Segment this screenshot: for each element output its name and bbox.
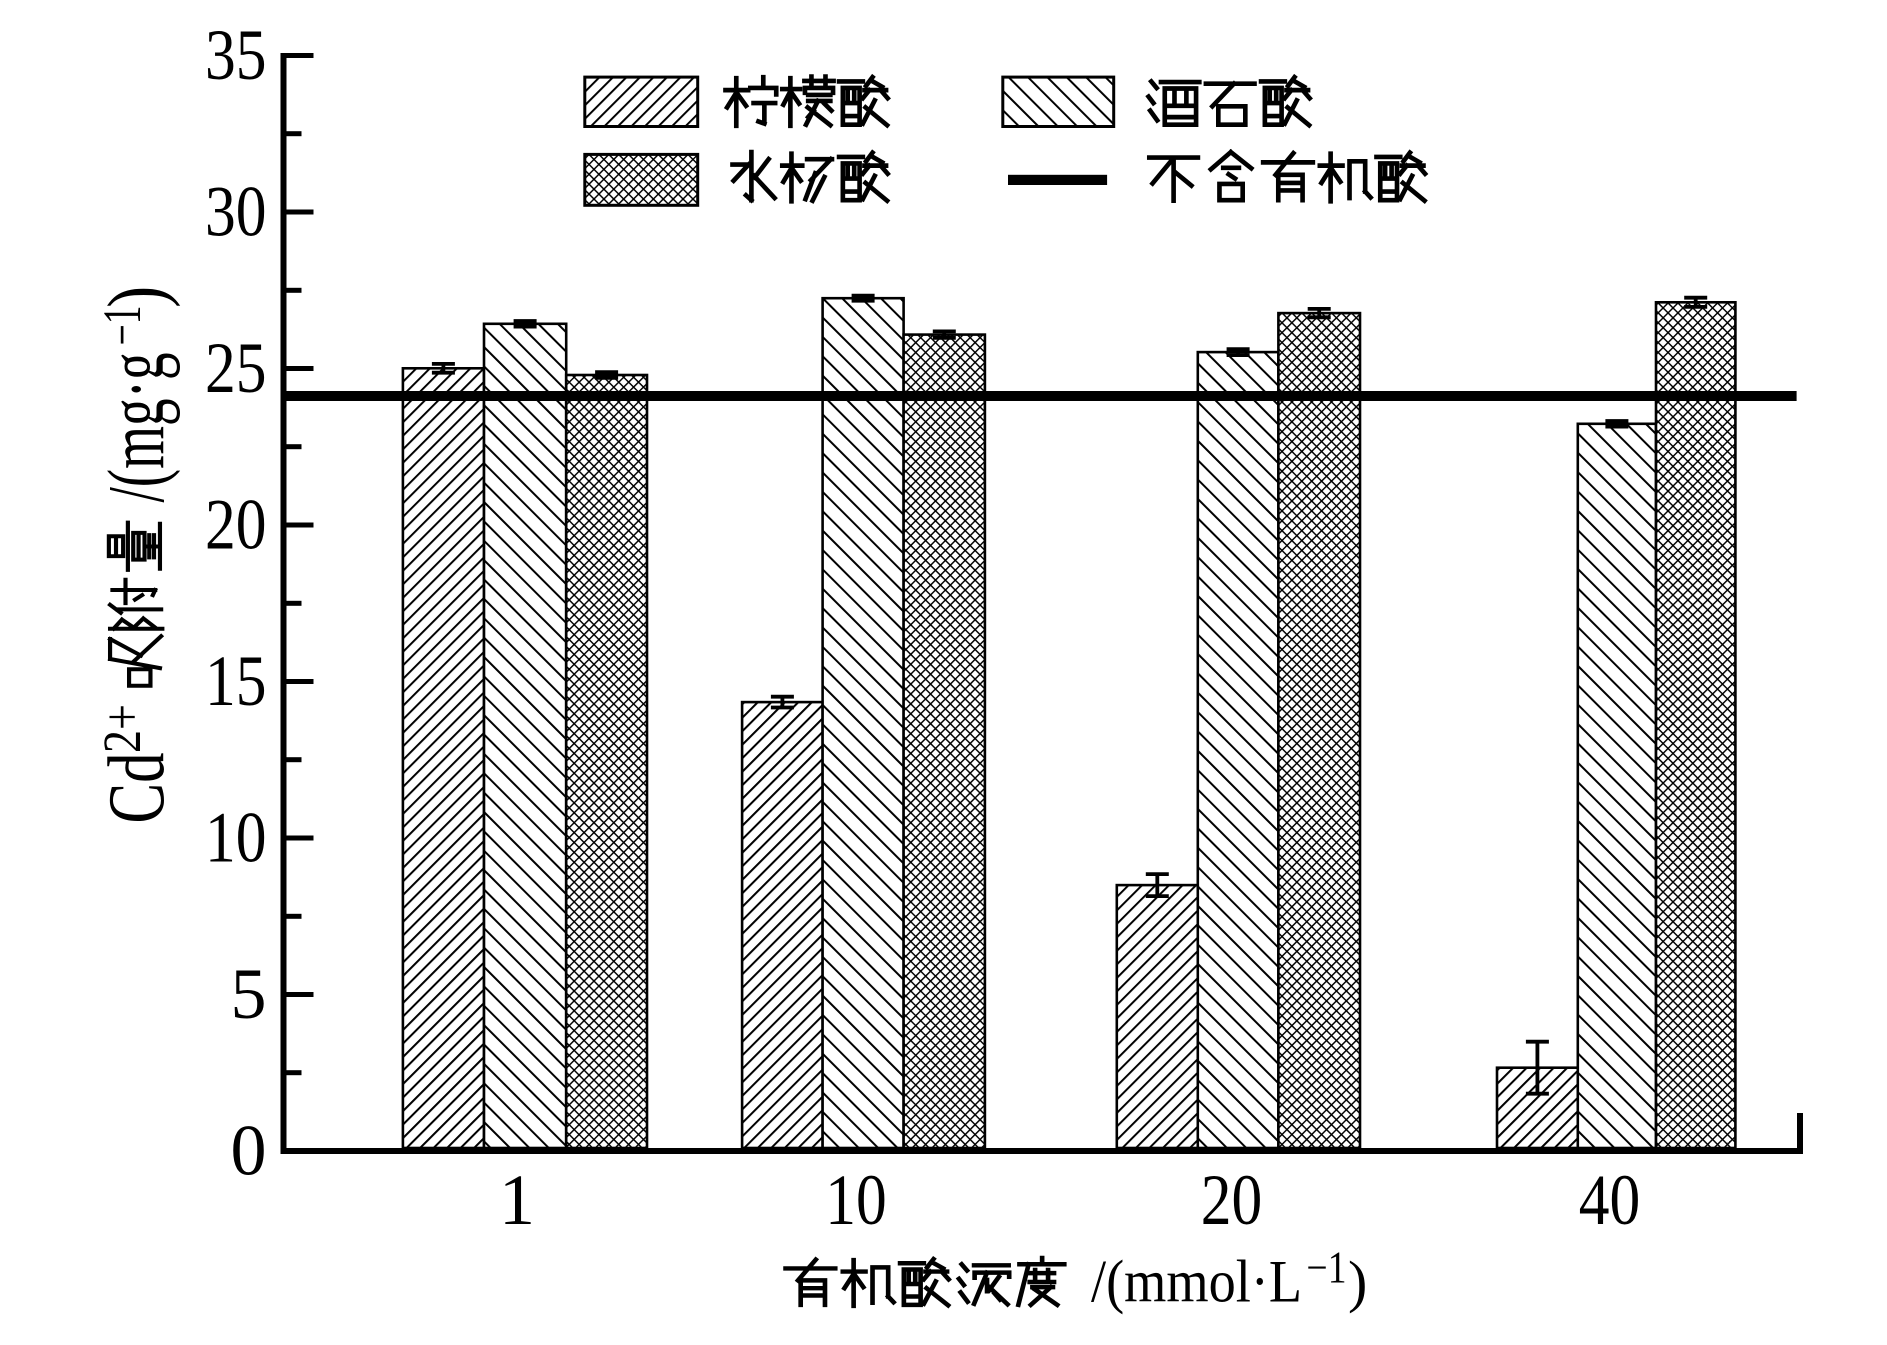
svg-text:15: 15	[205, 641, 267, 721]
svg-text:/(mg·g: /(mg·g	[93, 353, 181, 503]
svg-text:2+: 2+	[92, 704, 152, 753]
svg-text:−1: −1	[92, 306, 152, 346]
svg-text:1: 1	[499, 1160, 535, 1240]
svg-text:25: 25	[205, 328, 267, 408]
svg-text:30: 30	[205, 172, 267, 252]
svg-text:): )	[93, 286, 181, 308]
svg-text:Cd: Cd	[93, 753, 181, 824]
svg-text:): )	[1348, 1249, 1367, 1314]
svg-text:35: 35	[205, 15, 267, 95]
svg-text:0: 0	[231, 1111, 267, 1191]
svg-text:20: 20	[1201, 1160, 1263, 1240]
svg-text:−1: −1	[1307, 1243, 1347, 1293]
svg-text:20: 20	[205, 485, 267, 565]
svg-text:5: 5	[231, 954, 267, 1034]
svg-text:/(mmol·L: /(mmol·L	[1091, 1249, 1302, 1315]
svg-text:10: 10	[825, 1160, 887, 1240]
svg-text:40: 40	[1579, 1160, 1641, 1240]
svg-text:10: 10	[205, 798, 267, 878]
